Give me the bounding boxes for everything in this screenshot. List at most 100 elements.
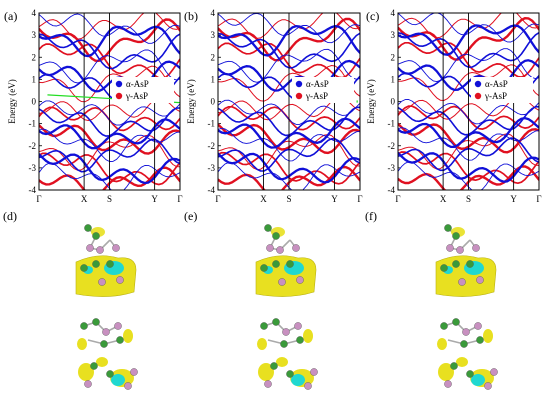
atom bbox=[276, 246, 284, 254]
atom bbox=[278, 278, 286, 286]
isosurface-yellow bbox=[437, 338, 447, 350]
atom bbox=[444, 380, 452, 388]
legend-marker-alpha bbox=[115, 80, 123, 88]
atom bbox=[264, 380, 272, 388]
isosurface-yellow bbox=[75, 255, 137, 297]
atom bbox=[130, 368, 138, 376]
k-point-label: X bbox=[81, 194, 88, 204]
isosurface-yellow bbox=[96, 357, 108, 367]
legend-bg bbox=[471, 77, 533, 103]
legend-label-gamma: γ-AsP bbox=[125, 91, 148, 101]
panel-label: (b) bbox=[184, 9, 198, 23]
atom bbox=[80, 264, 88, 272]
k-point-label: Γ bbox=[215, 194, 220, 204]
k-point-label: Y bbox=[510, 194, 517, 204]
y-tick-label: 1 bbox=[32, 74, 37, 84]
y-axis-label: Energy (eV) bbox=[366, 79, 376, 124]
legend-label-gamma: γ-AsP bbox=[305, 91, 328, 101]
atom bbox=[440, 322, 448, 330]
band-panel-1: (b) Energy (eV) -4 -3 -2 -1 0 1 2 3 4 Γ X S Y Γα-AsP γ-A… bbox=[184, 8, 363, 204]
y-axis-label: Energy (eV) bbox=[186, 79, 196, 124]
legend-label-gamma: γ-AsP bbox=[484, 91, 507, 101]
k-point-label: Γ bbox=[357, 194, 362, 204]
atom bbox=[458, 278, 466, 286]
charge-density-panel-2: (f) bbox=[365, 209, 498, 390]
panel-label: (d) bbox=[3, 209, 17, 223]
atom bbox=[460, 340, 468, 348]
atom bbox=[100, 340, 108, 348]
atom bbox=[282, 328, 290, 336]
k-point-label: S bbox=[107, 194, 112, 204]
k-point-label: Y bbox=[151, 194, 158, 204]
atom bbox=[472, 244, 480, 252]
y-tick-label: 1 bbox=[391, 74, 396, 84]
y-tick-label: -4 bbox=[388, 185, 396, 195]
isosurface-yellow bbox=[123, 329, 133, 343]
isosurface-yellow bbox=[303, 329, 313, 343]
y-tick-label: 3 bbox=[391, 30, 396, 40]
k-point-label: Y bbox=[331, 194, 338, 204]
y-tick-label: -4 bbox=[208, 185, 216, 195]
atom bbox=[270, 362, 278, 370]
isosurface-cyan bbox=[471, 374, 485, 386]
atom bbox=[484, 382, 492, 390]
y-tick-label: 4 bbox=[211, 8, 216, 18]
y-tick-label: -1 bbox=[388, 119, 396, 129]
plot-frame bbox=[38, 12, 181, 191]
legend-label-alpha: α-AsP bbox=[485, 79, 508, 89]
atom bbox=[476, 276, 484, 284]
y-tick-label: -3 bbox=[388, 163, 396, 173]
y-tick-label: 2 bbox=[211, 52, 216, 62]
k-point-label: Γ bbox=[177, 194, 182, 204]
atom bbox=[466, 370, 474, 378]
atom bbox=[444, 224, 452, 232]
atom bbox=[102, 328, 110, 336]
legend-label-alpha: α-AsP bbox=[306, 79, 329, 89]
y-tick-label: -2 bbox=[208, 141, 216, 151]
atom bbox=[286, 370, 294, 378]
isosurface-yellow bbox=[78, 363, 94, 381]
atom bbox=[260, 322, 268, 330]
atom bbox=[296, 336, 304, 344]
atom bbox=[272, 318, 280, 326]
k-point-label: X bbox=[260, 194, 267, 204]
k-point-label: Γ bbox=[36, 194, 41, 204]
atom bbox=[124, 382, 132, 390]
legend-marker-gamma bbox=[115, 92, 123, 100]
isosurface-yellow bbox=[483, 329, 493, 343]
y-tick-label: 0 bbox=[32, 97, 37, 107]
atom bbox=[440, 264, 448, 272]
legend-marker-gamma bbox=[295, 92, 303, 100]
k-point-label: S bbox=[286, 194, 291, 204]
atom bbox=[490, 368, 498, 376]
atom bbox=[116, 336, 124, 344]
atom bbox=[452, 232, 460, 240]
atom bbox=[474, 322, 482, 330]
y-tick-label: -3 bbox=[29, 163, 37, 173]
k-point-label: Γ bbox=[395, 194, 400, 204]
k-point-label: Γ bbox=[536, 194, 541, 204]
atom bbox=[260, 264, 268, 272]
atom bbox=[446, 244, 454, 252]
atom bbox=[84, 380, 92, 388]
atom bbox=[294, 322, 302, 330]
panel-label: (a) bbox=[4, 9, 17, 23]
plot-frame bbox=[397, 12, 540, 191]
y-tick-label: -2 bbox=[29, 141, 37, 151]
isosurface-cyan bbox=[111, 374, 125, 386]
y-tick-label: -4 bbox=[29, 185, 37, 195]
atom bbox=[106, 370, 114, 378]
y-tick-label: 0 bbox=[211, 97, 216, 107]
atom bbox=[296, 276, 304, 284]
isosurface-yellow bbox=[77, 338, 87, 350]
atom bbox=[86, 244, 94, 252]
isosurface-yellow bbox=[435, 255, 497, 297]
atom bbox=[84, 224, 92, 232]
atom bbox=[452, 260, 460, 268]
legend-bg bbox=[112, 77, 174, 103]
atom bbox=[92, 318, 100, 326]
isosurface-yellow bbox=[257, 338, 267, 350]
y-tick-label: 4 bbox=[32, 8, 37, 18]
y-tick-label: -1 bbox=[208, 119, 216, 129]
